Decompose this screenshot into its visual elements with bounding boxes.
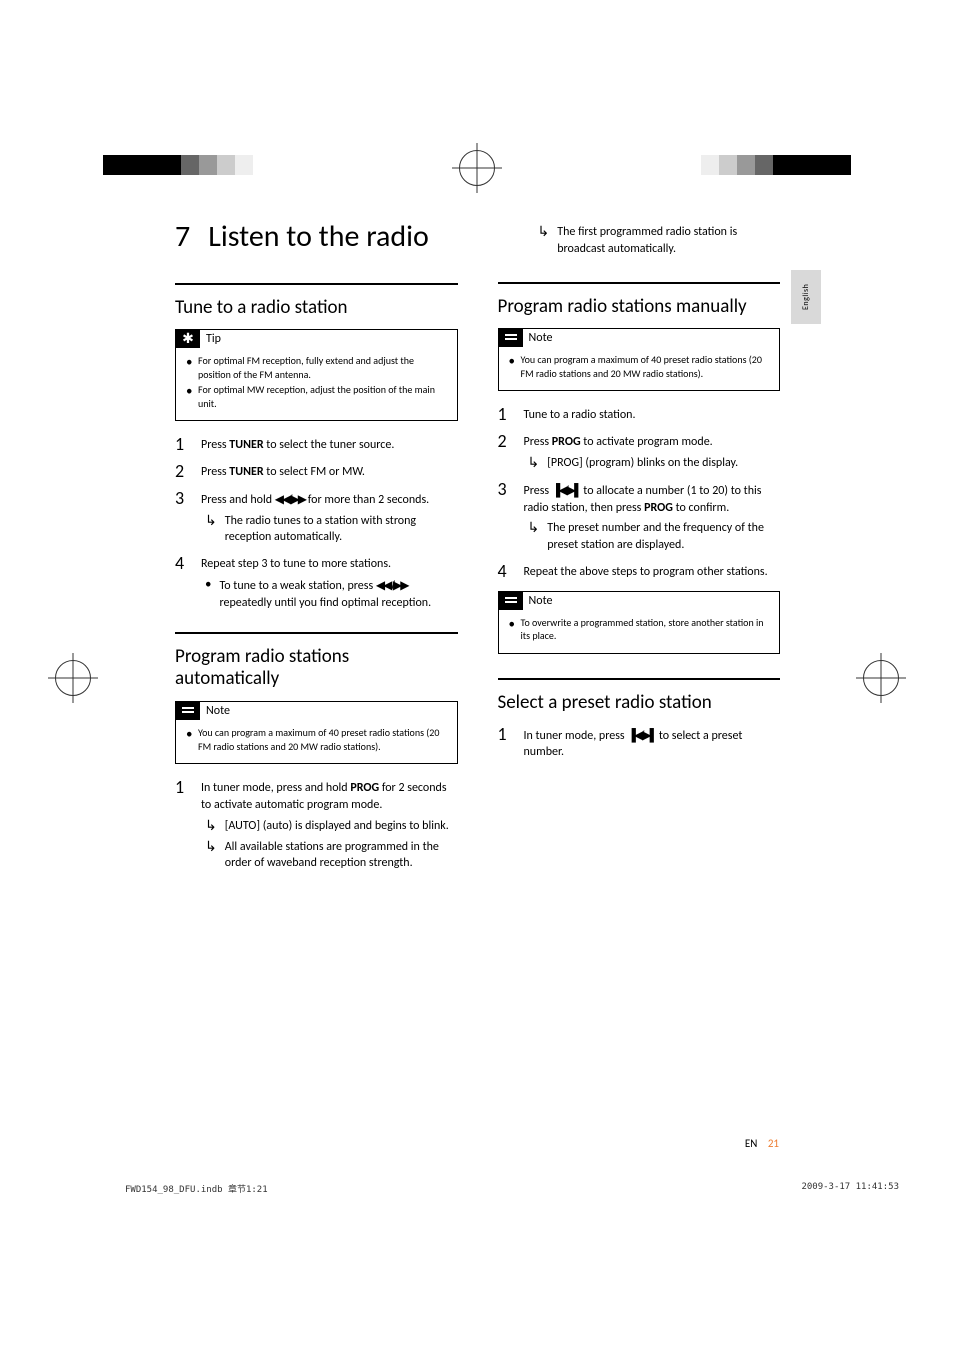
right-column: ↳ The first programmed radio station is … xyxy=(498,220,781,880)
step-body: In tuner mode, press ▐◀/▶▌ to select a p… xyxy=(524,725,781,762)
tip-icon: ✱ xyxy=(176,330,200,348)
step-body: Press TUNER to select the tuner source. xyxy=(201,435,458,454)
chapter-text: Listen to the radio xyxy=(208,220,429,255)
note-callout: Note To overwrite a programmed station, … xyxy=(498,591,781,654)
step-body: In tuner mode, press and hold PROG for 2… xyxy=(201,778,458,872)
step-number: 1 xyxy=(498,725,512,762)
tip-item: For optimal MW reception, adjust the pos… xyxy=(186,383,447,410)
prev-next-icon: ▐◀/▶▌ xyxy=(627,728,656,742)
step-body: Tune to a radio station. xyxy=(524,405,781,424)
tip-item: For optimal FM reception, fully extend a… xyxy=(186,354,447,381)
note-label: Note xyxy=(529,330,553,346)
step-number: 1 xyxy=(498,405,512,424)
result-arrow-icon: ↳ xyxy=(528,520,540,554)
note-item: You can program a maximum of 40 preset r… xyxy=(186,726,447,753)
rewind-forward-icon: ◀◀ /▶▶ xyxy=(376,578,408,592)
chapter-number: 7 xyxy=(175,220,190,255)
section-title: Program radio stations automatically xyxy=(175,646,458,692)
step-number: 4 xyxy=(175,554,189,611)
step-body: Repeat the above steps to program other … xyxy=(524,562,781,581)
step-number: 3 xyxy=(175,489,189,546)
note-icon xyxy=(499,329,523,347)
result-arrow-icon: ↳ xyxy=(205,513,217,547)
bullet-icon: • xyxy=(205,577,211,612)
result-arrow-icon: ↳ xyxy=(205,818,217,835)
prev-next-icon: ▐◀/▶▌ xyxy=(552,483,581,497)
step-number: 1 xyxy=(175,435,189,454)
step-number: 2 xyxy=(175,462,189,481)
left-column: 7 Listen to the radio Tune to a radio st… xyxy=(175,220,458,880)
page-content: 7 Listen to the radio Tune to a radio st… xyxy=(175,220,780,880)
result-arrow-icon: ↳ xyxy=(205,839,217,873)
note-callout: Note You can program a maximum of 40 pre… xyxy=(498,328,781,391)
step-body: Press TUNER to select FM or MW. xyxy=(201,462,458,481)
result-arrow-icon: ↳ xyxy=(528,455,540,472)
print-footer: FWD154_98_DFU.indb 章节1:21 2009-3-17 11:4… xyxy=(125,1182,899,1195)
section-title: Select a preset radio station xyxy=(498,692,781,715)
print-timestamp: 2009-3-17 11:41:53 xyxy=(801,1182,899,1195)
steps-list: 1 Press TUNER to select the tuner source… xyxy=(175,435,458,611)
print-file: FWD154_98_DFU.indb 章节1:21 xyxy=(125,1182,268,1195)
result-arrow-icon: ↳ xyxy=(538,224,550,258)
step-number: 1 xyxy=(175,778,189,872)
crosshair-icon xyxy=(55,660,91,696)
tip-callout: ✱ Tip For optimal FM reception, fully ex… xyxy=(175,329,458,421)
steps-list: 1 In tuner mode, press and hold PROG for… xyxy=(175,778,458,872)
note-callout: Note You can program a maximum of 40 pre… xyxy=(175,701,458,764)
note-label: Note xyxy=(206,703,230,719)
language-tab: English xyxy=(791,270,821,324)
note-item: You can program a maximum of 40 preset r… xyxy=(509,353,770,380)
footer-lang: EN xyxy=(745,1137,757,1150)
step-body: Press and hold ◀◀/▶▶ for more than 2 sec… xyxy=(201,489,458,546)
rewind-forward-icon: ◀◀/▶▶ xyxy=(275,492,305,506)
step-number: 4 xyxy=(498,562,512,581)
step-body: Press PROG to activate program mode. ↳ [… xyxy=(524,432,781,472)
page-footer: EN 21 xyxy=(745,1137,779,1150)
crosshair-icon xyxy=(863,660,899,696)
step-body: Repeat step 3 to tune to more stations. … xyxy=(201,554,458,611)
step-body: Press ▐◀/▶▌ to allocate a number (1 to 2… xyxy=(524,480,781,554)
note-item: To overwrite a programmed station, store… xyxy=(509,616,770,643)
step-number: 3 xyxy=(498,480,512,554)
note-icon xyxy=(176,702,200,720)
section-title: Program radio stations manually xyxy=(498,296,781,319)
note-label: Note xyxy=(529,593,553,609)
chapter-title: 7 Listen to the radio xyxy=(175,220,458,255)
crosshair-icon xyxy=(459,150,495,186)
tip-label: Tip xyxy=(206,331,221,347)
steps-list: 1 In tuner mode, press ▐◀/▶▌ to select a… xyxy=(498,725,781,762)
steps-list: 1 Tune to a radio station. 2 Press PROG … xyxy=(498,405,781,580)
page-number: 21 xyxy=(768,1137,779,1150)
note-icon xyxy=(499,592,523,610)
section-title: Tune to a radio station xyxy=(175,297,458,320)
step-number: 2 xyxy=(498,432,512,472)
